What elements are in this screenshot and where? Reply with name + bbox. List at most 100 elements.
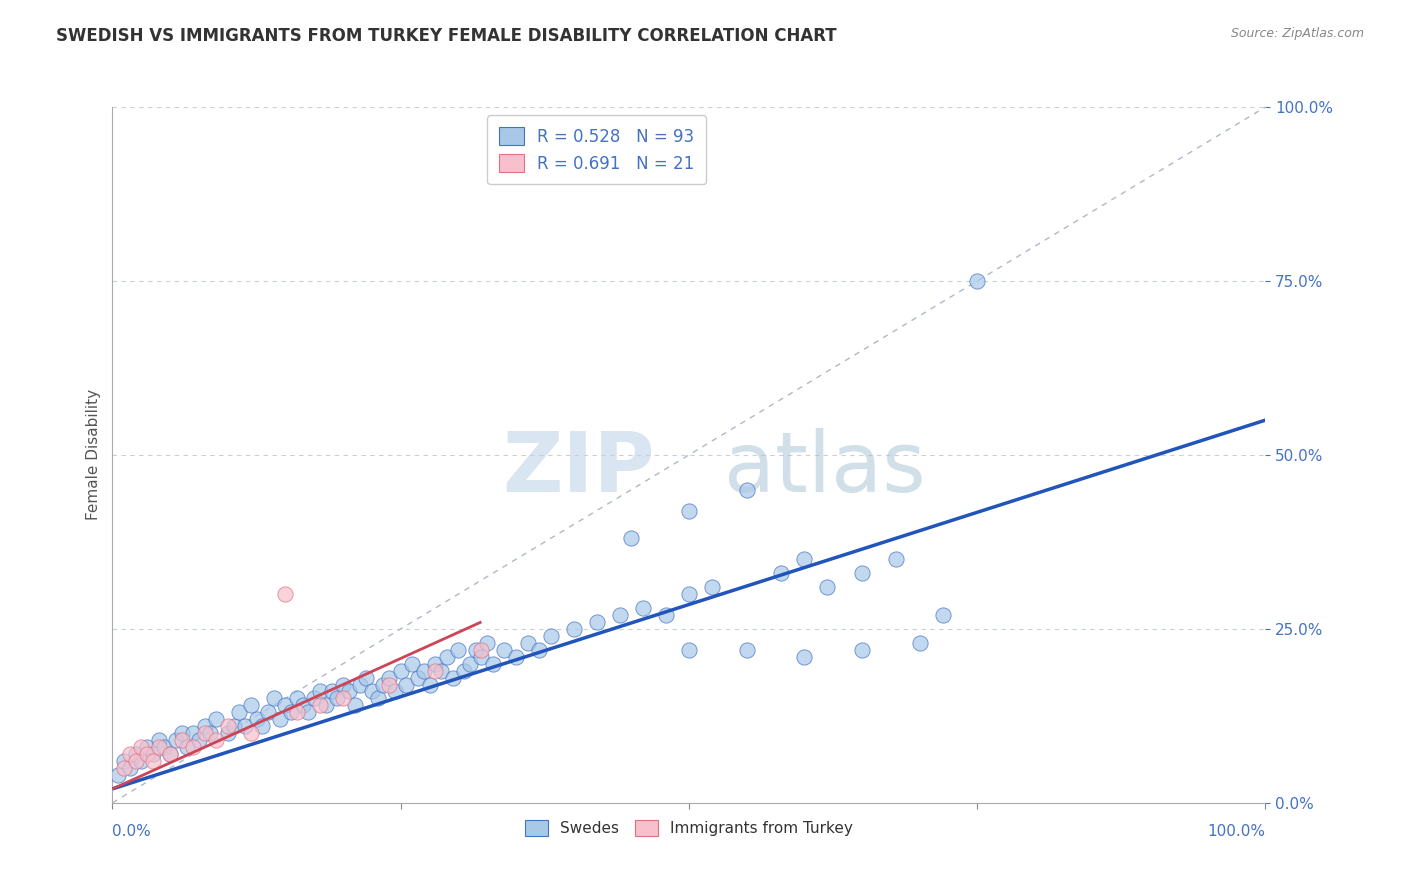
Point [343, 698, 366, 713]
Point [430, 664, 453, 678]
Point [620, 532, 643, 546]
Point [609, 607, 631, 622]
Point [148, 733, 170, 747]
Point [585, 615, 607, 629]
Point [494, 642, 516, 657]
Point [136, 740, 159, 755]
Point [217, 726, 239, 740]
Point [194, 726, 217, 740]
Point [124, 747, 146, 761]
Point [735, 642, 758, 657]
Point [222, 719, 245, 733]
Point [851, 642, 873, 657]
Point [378, 677, 401, 691]
Point [181, 726, 204, 740]
Point [886, 552, 908, 566]
Point [188, 733, 211, 747]
Point [349, 677, 371, 691]
Point [285, 706, 308, 720]
Point [304, 691, 326, 706]
Point [931, 607, 953, 622]
Legend: Swedes, Immigrants from Turkey: Swedes, Immigrants from Turkey [517, 812, 860, 844]
Point [425, 664, 447, 678]
Point [129, 740, 153, 755]
Point [205, 733, 228, 747]
Point [159, 747, 181, 761]
Point [700, 580, 723, 594]
Point [373, 677, 395, 691]
Point [315, 698, 337, 713]
Point [321, 684, 343, 698]
Point [124, 754, 146, 768]
Point [453, 664, 475, 678]
Text: Source: ZipAtlas.com: Source: ZipAtlas.com [1230, 27, 1364, 40]
Point [297, 706, 319, 720]
Point [200, 726, 222, 740]
Point [337, 684, 360, 698]
Point [118, 747, 141, 761]
Point [112, 761, 135, 775]
Point [436, 649, 458, 664]
Point [367, 691, 389, 706]
Point [107, 768, 129, 782]
Point [401, 657, 423, 671]
Point [678, 503, 700, 517]
Point [274, 698, 297, 713]
Point [406, 671, 429, 685]
Point [257, 706, 280, 720]
Point [153, 740, 176, 755]
Point [170, 733, 193, 747]
Point [470, 649, 492, 664]
Text: 0.0%: 0.0% [112, 823, 152, 838]
Point [142, 754, 165, 768]
Point [269, 712, 291, 726]
Point [246, 712, 269, 726]
Point [447, 642, 470, 657]
Point [112, 754, 135, 768]
Point [252, 719, 274, 733]
Point [505, 649, 527, 664]
Point [165, 733, 187, 747]
Point [655, 607, 678, 622]
Point [378, 671, 401, 685]
Point [527, 642, 550, 657]
Point [389, 664, 412, 678]
Point [228, 706, 250, 720]
Point [562, 622, 585, 636]
Text: ZIP: ZIP [502, 428, 654, 509]
Point [412, 664, 434, 678]
Point [425, 657, 447, 671]
Point [475, 636, 499, 650]
Point [194, 719, 217, 733]
Point [908, 636, 931, 650]
Point [470, 642, 492, 657]
Text: 100.0%: 100.0% [1208, 823, 1265, 838]
Text: atlas: atlas [724, 428, 925, 509]
Point [793, 552, 815, 566]
Point [793, 649, 815, 664]
Point [309, 698, 332, 713]
Point [464, 642, 486, 657]
Point [735, 483, 758, 497]
Point [170, 726, 193, 740]
Point [516, 636, 538, 650]
Point [851, 566, 873, 581]
Point [148, 740, 170, 755]
Point [159, 747, 181, 761]
Point [205, 712, 228, 726]
Point [280, 706, 302, 720]
Point [263, 691, 285, 706]
Point [631, 601, 654, 615]
Point [142, 747, 165, 761]
Point [233, 719, 256, 733]
Y-axis label: Female Disability: Female Disability [86, 389, 101, 521]
Point [458, 657, 481, 671]
Text: SWEDISH VS IMMIGRANTS FROM TURKEY FEMALE DISABILITY CORRELATION CHART: SWEDISH VS IMMIGRANTS FROM TURKEY FEMALE… [56, 27, 837, 45]
Point [217, 719, 239, 733]
Point [239, 726, 262, 740]
Point [678, 642, 700, 657]
Point [770, 566, 793, 581]
Point [966, 274, 988, 288]
Point [181, 740, 204, 755]
Point [326, 691, 349, 706]
